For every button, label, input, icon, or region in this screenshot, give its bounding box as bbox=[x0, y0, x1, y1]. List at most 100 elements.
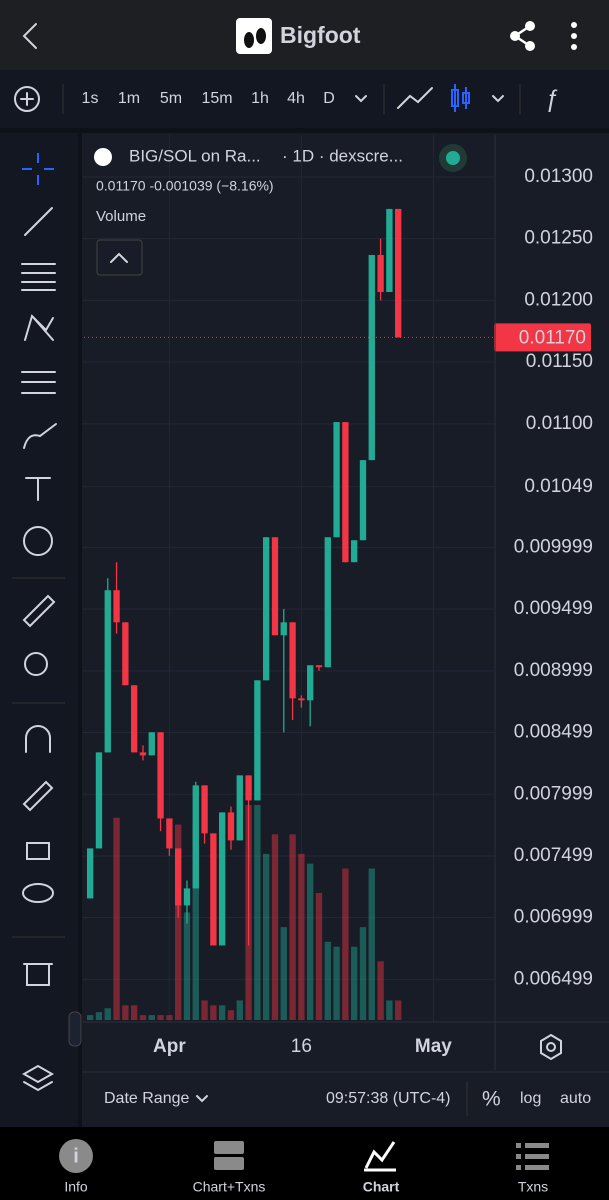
tab-list: Info Chart+Txns Chart Txns bbox=[64, 1179, 548, 1195]
volume-bar bbox=[298, 853, 305, 1020]
toolbar bbox=[0, 70, 609, 128]
interval-button[interactable]: 4h bbox=[287, 90, 305, 107]
candle-body bbox=[86, 848, 94, 899]
back-button[interactable] bbox=[22, 23, 37, 49]
candle-body bbox=[377, 254, 384, 293]
bottom-nav bbox=[0, 1127, 609, 1200]
hide-tool[interactable] bbox=[22, 883, 54, 903]
brush-tool[interactable] bbox=[23, 423, 57, 449]
ruler-tool[interactable] bbox=[22, 594, 56, 628]
volume-bar bbox=[201, 1000, 208, 1020]
ohlc-readout: 0.01170 -0.001039 (−8.16%) bbox=[96, 178, 274, 194]
lock-drawings-tool[interactable] bbox=[22, 780, 54, 812]
candle-body bbox=[307, 665, 314, 701]
volume-bar bbox=[227, 1010, 235, 1020]
interval-button[interactable]: 1m bbox=[118, 90, 140, 107]
log-toggle[interactable]: log bbox=[520, 1090, 541, 1107]
auto-toggle[interactable]: auto bbox=[560, 1090, 591, 1107]
prediction-tool[interactable] bbox=[21, 371, 56, 394]
unlock-tool[interactable] bbox=[26, 842, 50, 860]
volume-bar bbox=[359, 927, 367, 1020]
candle-body bbox=[139, 752, 147, 756]
volume-bar bbox=[210, 1005, 217, 1020]
collapse-legend-button[interactable] bbox=[96, 239, 143, 276]
info-icon bbox=[59, 1139, 93, 1173]
volume-bar bbox=[280, 927, 287, 1020]
menu-button[interactable] bbox=[571, 22, 577, 50]
text-tool[interactable] bbox=[25, 477, 51, 501]
volume-bar bbox=[122, 1005, 129, 1020]
date-range-button[interactable]: Date Range bbox=[104, 1090, 189, 1107]
volume-bar bbox=[395, 1000, 402, 1020]
interval-list: 1s 1m 5m 15m 1h 4h D bbox=[82, 90, 335, 107]
share-button[interactable] bbox=[510, 21, 535, 51]
collapse-handle[interactable] bbox=[68, 1011, 82, 1047]
indicators-button[interactable]: ƒ bbox=[545, 85, 558, 112]
nav-tab[interactable]: Chart+Txns bbox=[193, 1179, 266, 1195]
candle-body bbox=[157, 732, 164, 819]
candle-body bbox=[104, 590, 111, 753]
app-logo bbox=[236, 18, 272, 54]
candle-body bbox=[95, 752, 103, 849]
candle-body bbox=[210, 833, 217, 946]
volume-bar bbox=[148, 1015, 155, 1020]
candle-style-button[interactable] bbox=[451, 84, 470, 112]
header bbox=[0, 0, 609, 70]
interval-dropdown[interactable] bbox=[355, 95, 367, 103]
candle-body bbox=[183, 888, 191, 906]
nav-tab[interactable]: Txns bbox=[518, 1179, 548, 1195]
y-tick-label: 0.006999 bbox=[514, 907, 593, 928]
settings-button[interactable] bbox=[540, 1033, 562, 1061]
interval-button[interactable]: 15m bbox=[201, 90, 232, 107]
y-tick-label: 0.009999 bbox=[514, 536, 593, 557]
volume-bar bbox=[157, 1015, 164, 1020]
candle-body bbox=[245, 775, 252, 801]
percent-toggle[interactable]: % bbox=[482, 1088, 501, 1111]
candle-body bbox=[148, 732, 155, 756]
layers-button[interactable] bbox=[21, 1064, 55, 1092]
add-icon bbox=[20, 92, 34, 106]
volume-bar bbox=[130, 1005, 138, 1020]
trend-line-tool[interactable] bbox=[24, 207, 53, 236]
candle-body bbox=[175, 848, 182, 906]
volume-bar bbox=[183, 912, 191, 1020]
interval-button[interactable]: 1s bbox=[82, 90, 99, 107]
y-tick-label: 0.008499 bbox=[514, 722, 593, 743]
crosshair-tool[interactable] bbox=[22, 153, 54, 185]
chevron-up bbox=[110, 252, 128, 263]
volume-bar bbox=[104, 1008, 111, 1020]
volume-bar bbox=[219, 1005, 226, 1020]
delete-tool[interactable] bbox=[23, 963, 53, 986]
nav-tab[interactable]: Info bbox=[64, 1179, 88, 1195]
txns-icon bbox=[516, 1143, 549, 1170]
add-button[interactable] bbox=[14, 86, 40, 112]
volume-label: Volume bbox=[96, 208, 146, 225]
candle-body bbox=[219, 812, 226, 946]
candle-body bbox=[201, 785, 208, 834]
candle-body bbox=[386, 208, 393, 293]
emoji-tool[interactable] bbox=[23, 526, 53, 556]
logo-foot bbox=[256, 28, 266, 44]
volume-bar bbox=[263, 853, 270, 1020]
style-dropdown[interactable] bbox=[492, 95, 504, 103]
interval-button[interactable]: 1h bbox=[251, 90, 269, 107]
volume-bar bbox=[368, 868, 375, 1020]
y-tick-label: 0.01300 bbox=[524, 166, 593, 187]
candle-body bbox=[298, 698, 305, 701]
legend-source: · 1D · dexscre... bbox=[282, 146, 403, 165]
pattern-tool[interactable] bbox=[24, 314, 54, 341]
fib-tool[interactable] bbox=[21, 263, 56, 291]
nav-tab[interactable]: Chart bbox=[363, 1179, 400, 1195]
candle-body bbox=[227, 812, 235, 841]
interval-button[interactable]: 5m bbox=[160, 90, 182, 107]
volume-bar bbox=[377, 961, 384, 1020]
interval-button[interactable]: D bbox=[323, 90, 335, 107]
line-style-button[interactable] bbox=[397, 87, 433, 109]
candle-body bbox=[122, 622, 129, 686]
magnet-tool[interactable] bbox=[25, 725, 51, 753]
zoom-tool[interactable] bbox=[24, 652, 48, 676]
candle-body bbox=[113, 590, 120, 623]
candle-body bbox=[192, 785, 199, 889]
